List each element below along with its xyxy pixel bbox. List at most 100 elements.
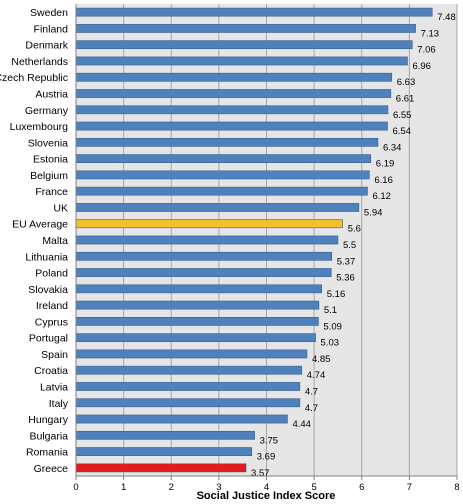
- value-label: 5.5: [343, 240, 356, 251]
- category-label: Ireland: [36, 300, 68, 312]
- category-label: Croatia: [34, 365, 68, 377]
- category-label: Greece: [34, 463, 69, 475]
- x-tick-label: 2: [169, 482, 174, 493]
- category-label: Slovakia: [28, 284, 68, 296]
- value-label: 7.13: [421, 28, 440, 39]
- x-tick-label: 0: [73, 482, 78, 493]
- category-label: Belgium: [30, 170, 68, 182]
- category-label: Netherlands: [11, 56, 68, 68]
- bar-france: [75, 186, 368, 196]
- x-tick-label: 5: [311, 482, 316, 493]
- value-label: 5.37: [337, 256, 356, 267]
- bar-denmark: [75, 40, 413, 50]
- value-label: 7.48: [437, 12, 456, 23]
- bar-slovakia: [75, 284, 323, 294]
- bar-netherlands: [75, 56, 408, 66]
- category-label: UK: [53, 202, 68, 214]
- category-label: Sweden: [30, 7, 68, 19]
- bar-bulgaria: [75, 430, 255, 440]
- bar-luxembourg: [75, 121, 388, 131]
- bar-romania: [75, 447, 253, 456]
- category-label: Bulgaria: [29, 430, 68, 442]
- bar-cyprus: [75, 317, 319, 326]
- bar-finland: [75, 24, 416, 33]
- category-label: Hungary: [28, 414, 68, 426]
- x-tick-label: 1: [121, 482, 126, 493]
- value-labels: 7.48 7.13 7.06 6.96 6.63 6.61 6.55 6.54 6.34 6.19…: [251, 12, 456, 479]
- category-label: Denmark: [25, 40, 68, 52]
- value-label: 5.16: [327, 289, 346, 300]
- value-label: 6.34: [383, 142, 402, 153]
- category-labels: Sweden Finland Denmark Netherlands Czech Rep…: [0, 7, 69, 475]
- bar-croatia: [75, 365, 303, 375]
- category-label: Latvia: [40, 381, 68, 393]
- value-label: 5.6: [348, 224, 361, 235]
- category-label: Estonia: [33, 154, 68, 166]
- bar-hungary: [75, 414, 288, 424]
- category-label: Luxembourg: [10, 121, 69, 133]
- category-label: Slovenia: [28, 137, 68, 149]
- x-axis-title: Social Justice Index Score: [197, 490, 336, 502]
- value-label: 6.12: [372, 191, 391, 202]
- x-tick-label: 7: [407, 482, 412, 493]
- category-label: Italy: [49, 398, 69, 410]
- x-tick-label: 4: [264, 482, 269, 493]
- bar-portugal: [75, 333, 316, 343]
- category-label: Spain: [41, 349, 68, 361]
- bar-italy: [75, 398, 301, 408]
- value-label: 6.16: [374, 175, 393, 186]
- value-label: 4.7: [305, 386, 318, 397]
- bar-poland: [75, 268, 332, 277]
- category-label: Poland: [35, 268, 68, 280]
- x-tick-label: 6: [359, 482, 364, 493]
- value-label: 5.03: [321, 338, 340, 349]
- value-label: 5.1: [324, 305, 337, 316]
- value-label: 5.09: [323, 321, 342, 332]
- bar-greece: [75, 463, 247, 473]
- value-label: 3.69: [257, 452, 276, 463]
- bar-slovenia: [75, 137, 379, 147]
- bar-czech-republic: [75, 72, 393, 82]
- value-label: 4.74: [307, 370, 326, 381]
- category-label: Czech Republic: [0, 72, 68, 84]
- value-label: 3.75: [260, 435, 279, 446]
- x-tick-label: 3: [216, 482, 221, 493]
- value-label: 4.85: [312, 354, 331, 365]
- category-label: Lithuania: [25, 251, 68, 263]
- value-label: 6.55: [393, 110, 412, 121]
- value-label: 6.96: [412, 61, 431, 72]
- bar-lithuania: [75, 251, 333, 261]
- bar-latvia: [75, 382, 301, 391]
- value-label: 6.61: [396, 94, 415, 105]
- x-tick-label: 8: [454, 482, 459, 493]
- category-label: Finland: [34, 23, 69, 35]
- bar-sweden: [75, 7, 433, 17]
- bar-eu-average: [75, 219, 344, 229]
- bar-malta: [75, 235, 339, 245]
- bar-ireland: [75, 300, 320, 310]
- value-label: 5.94: [364, 207, 383, 218]
- value-label: 4.7: [305, 403, 318, 414]
- value-label: 6.54: [392, 126, 411, 137]
- bar-belgium: [75, 170, 370, 180]
- category-label: Portugal: [29, 333, 68, 345]
- bar-spain: [75, 349, 308, 359]
- value-label: 6.19: [376, 159, 395, 170]
- category-label: Malta: [42, 235, 68, 247]
- category-label: Austria: [35, 89, 68, 101]
- x-axis-ticks: 0 1 2 3 4 5 6 7 8: [73, 476, 460, 493]
- bar-germany: [75, 105, 389, 115]
- bar-austria: [75, 89, 392, 98]
- category-label: France: [35, 186, 68, 198]
- value-label: 3.57: [251, 468, 269, 479]
- category-label: Cyprus: [35, 316, 68, 328]
- value-label: 6.63: [397, 77, 416, 88]
- bar-estonia: [75, 154, 372, 163]
- category-label: Germany: [25, 105, 69, 117]
- bars: [75, 7, 433, 473]
- value-label: 7.06: [417, 45, 436, 56]
- bar-uk: [75, 203, 360, 212]
- value-label: 4.44: [292, 419, 311, 430]
- value-label: 5.36: [336, 273, 355, 284]
